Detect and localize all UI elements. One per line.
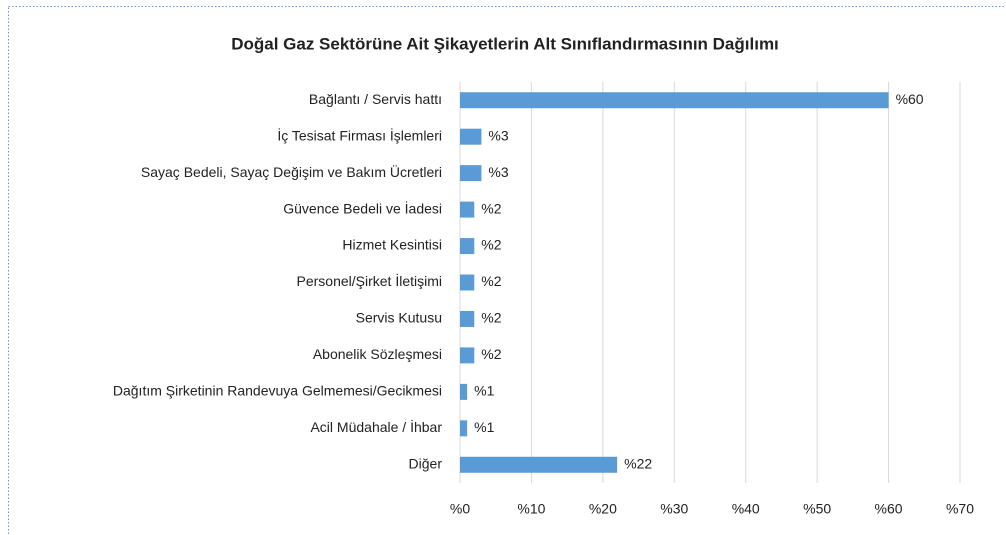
value-label: %3 [488,127,508,143]
chart-border [8,6,1006,535]
y-tick-label: Güvence Bedeli ve İadesi [283,199,442,216]
chart-title: Doğal Gaz Sektörüne Ait Şikayetlerin Alt… [231,34,779,53]
value-label: %60 [896,91,924,107]
value-label: %3 [488,164,508,180]
value-label: %1 [474,383,494,399]
x-tick-label: %10 [517,501,545,517]
value-label: %2 [481,346,501,362]
x-tick-label: %70 [946,501,974,517]
bar [460,347,475,364]
y-tick-label: Personel/Şirket İletişimi [297,272,443,289]
y-tick-label: Sayaç Bedeli, Sayaç Değişim ve Bakım Ücr… [141,163,442,180]
value-label: %2 [481,237,501,253]
x-tick-label: %0 [450,501,470,517]
bar [460,274,475,291]
y-tick-label: Hizmet Kesintisi [342,237,442,253]
y-tick-label: Diğer [409,455,443,471]
y-tick-label: Servis Kutusu [356,310,442,326]
bar [460,128,482,145]
bar [460,92,889,109]
bar [460,165,482,182]
y-tick-label: Acil Müdahale / İhbar [310,418,442,435]
x-tick-label: %20 [589,501,617,517]
bar [460,420,468,437]
x-tick-label: %60 [875,501,903,517]
value-label: %2 [481,310,501,326]
bar [460,238,475,255]
bar [460,201,475,218]
value-label: %2 [481,200,501,216]
bar [460,310,475,327]
y-tick-label: Dağıtım Şirketinin Randevuya Gelmemesi/G… [113,383,442,399]
value-label: %22 [624,455,652,471]
bar [460,383,468,400]
value-label: %1 [474,419,494,435]
y-tick-label: Abonelik Sözleşmesi [313,346,442,362]
y-tick-label: Bağlantı / Servis hattı [309,91,442,107]
x-tick-label: %50 [803,501,831,517]
bar [460,456,618,473]
x-tick-label: %40 [732,501,760,517]
y-tick-label: İç Tesisat Firması İşlemleri [277,126,442,143]
value-label: %2 [481,273,501,289]
x-tick-label: %30 [660,501,688,517]
